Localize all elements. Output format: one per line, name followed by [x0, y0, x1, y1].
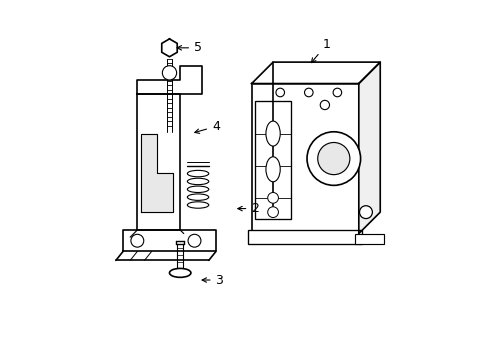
Circle shape	[275, 88, 284, 97]
Polygon shape	[137, 94, 180, 230]
Polygon shape	[251, 62, 380, 84]
Ellipse shape	[187, 202, 208, 208]
Circle shape	[332, 88, 341, 97]
Ellipse shape	[265, 121, 280, 146]
Polygon shape	[162, 39, 177, 57]
Circle shape	[306, 132, 360, 185]
Circle shape	[267, 193, 278, 203]
Circle shape	[317, 143, 349, 175]
Circle shape	[267, 207, 278, 217]
Ellipse shape	[169, 269, 190, 277]
Polygon shape	[141, 134, 173, 212]
Circle shape	[304, 88, 312, 97]
Bar	[255, 102, 290, 219]
Text: 1: 1	[311, 38, 330, 63]
Bar	[354, 234, 383, 244]
Circle shape	[162, 66, 176, 80]
Circle shape	[359, 206, 372, 219]
Bar	[251, 84, 358, 234]
Ellipse shape	[187, 194, 208, 201]
Circle shape	[131, 234, 143, 247]
Ellipse shape	[187, 178, 208, 185]
Circle shape	[320, 100, 329, 110]
Circle shape	[188, 234, 201, 247]
Ellipse shape	[265, 157, 280, 182]
Ellipse shape	[187, 170, 208, 177]
Text: 3: 3	[202, 274, 223, 287]
Ellipse shape	[187, 186, 208, 193]
Text: 5: 5	[177, 41, 202, 54]
Polygon shape	[358, 62, 380, 234]
Polygon shape	[137, 66, 201, 94]
Text: 2: 2	[237, 202, 259, 215]
Polygon shape	[123, 230, 216, 251]
Text: 4: 4	[194, 120, 220, 133]
Bar	[247, 230, 362, 244]
